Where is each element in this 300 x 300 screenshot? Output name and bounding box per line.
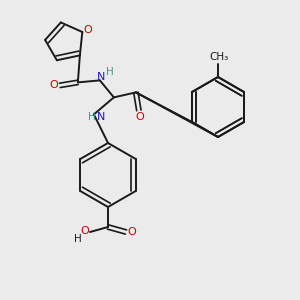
Text: N: N [97, 72, 105, 82]
Text: O: O [136, 112, 144, 122]
Text: O: O [83, 25, 92, 35]
Text: H: H [88, 112, 96, 122]
Text: N: N [97, 112, 105, 122]
Text: O: O [81, 226, 89, 236]
Text: O: O [50, 80, 58, 90]
Text: CH₃: CH₃ [209, 52, 229, 62]
Text: O: O [128, 227, 136, 237]
Text: H: H [106, 68, 114, 77]
Text: H: H [74, 234, 82, 244]
